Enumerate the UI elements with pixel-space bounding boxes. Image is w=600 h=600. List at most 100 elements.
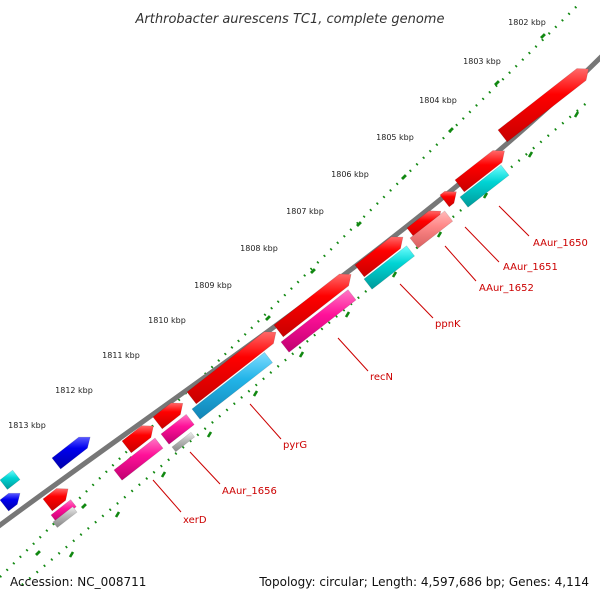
outer-minor-tick: [356, 221, 359, 225]
outer-minor-tick: [104, 470, 108, 474]
outer-minor-tick: [256, 319, 260, 323]
outer-minor-tick: [554, 25, 558, 29]
gene-feature-reverse-2: [0, 492, 21, 512]
map-title: Arthrobacter aurescens TC1, complete gen…: [135, 12, 445, 27]
outer-minor-tick: [389, 189, 392, 192]
gene-leader-line: [498, 205, 530, 237]
inner-minor-tick: [510, 165, 514, 169]
inner-minor-tick: [568, 115, 572, 119]
outer-minor-tick: [461, 117, 465, 120]
inner-tick-ring: [21, 103, 587, 586]
inner-minor-tick: [269, 371, 273, 374]
outer-minor-tick: [514, 64, 518, 68]
gene-feature-red-long: [273, 273, 352, 338]
outer-minor-tick: [45, 529, 49, 533]
inner-minor-tick: [167, 458, 171, 462]
outer-minor-tick: [243, 332, 247, 336]
gene-label: pyrG: [283, 440, 307, 451]
kbp-tick-label: 1811 kbp: [102, 351, 140, 360]
outer-minor-tick: [223, 352, 227, 356]
outer-minor-tick: [342, 234, 346, 238]
inner-minor-tick: [451, 215, 455, 219]
outer-minor-tick: [494, 84, 498, 88]
inner-minor-tick: [203, 427, 207, 431]
inner-minor-tick: [28, 576, 32, 580]
inner-minor-tick: [174, 452, 178, 456]
kbp-tick-label: 1807 kbp: [286, 207, 324, 216]
outer-minor-tick: [547, 32, 551, 35]
outer-major-tick: [494, 80, 500, 86]
gene-feature-red-left: [121, 425, 154, 454]
outer-minor-tick: [118, 457, 121, 461]
outer-minor-tick: [38, 535, 42, 539]
outer-minor-tick: [12, 561, 16, 565]
inner-minor-tick: [583, 103, 587, 106]
outer-minor-tick: [270, 306, 274, 310]
gene-leader-line: [444, 245, 477, 282]
outer-minor-tick: [0, 575, 2, 578]
gene-leader-line: [152, 479, 182, 513]
outer-minor-tick: [32, 542, 36, 546]
inner-minor-tick: [335, 314, 338, 318]
outer-minor-tick: [442, 136, 445, 140]
outer-major-tick: [310, 268, 316, 274]
outer-minor-tick: [488, 90, 492, 94]
gene-leader-line: [399, 283, 434, 319]
outer-minor-tick: [316, 261, 320, 264]
outer-minor-tick: [541, 38, 545, 42]
inner-minor-tick: [291, 352, 295, 356]
accession-text: Accession: NC_008711: [10, 575, 146, 589]
outer-minor-tick: [481, 97, 485, 101]
inner-minor-tick: [181, 445, 185, 449]
inner-minor-tick: [101, 514, 105, 518]
outer-minor-tick: [78, 496, 82, 500]
inner-major-tick: [391, 271, 398, 278]
inner-minor-tick: [189, 439, 192, 443]
category-bar-left-gray: [52, 506, 78, 528]
inner-minor-tick: [459, 209, 463, 212]
inner-minor-tick: [262, 377, 265, 381]
inner-minor-tick: [349, 302, 353, 306]
gene-leader-line: [249, 403, 282, 440]
outer-minor-tick: [415, 162, 419, 166]
inner-minor-tick: [532, 146, 536, 150]
outer-minor-tick: [574, 5, 578, 9]
inner-minor-tick: [517, 159, 521, 163]
outer-minor-tick: [217, 359, 221, 362]
outer-minor-tick: [382, 195, 386, 199]
outer-minor-tick: [428, 149, 432, 153]
outer-minor-tick: [508, 71, 511, 75]
gene-leader-line: [189, 451, 221, 485]
outer-minor-tick: [435, 143, 439, 147]
inner-major-tick: [527, 151, 534, 158]
gene-label: AAur_1656: [222, 486, 277, 497]
inner-major-tick: [436, 231, 443, 238]
inner-minor-tick: [43, 564, 46, 568]
outer-major-tick: [265, 315, 271, 321]
outer-major-tick: [356, 221, 362, 227]
outer-minor-tick: [124, 450, 128, 454]
kbp-tick-label: 1802 kbp: [508, 18, 546, 27]
inner-minor-tick: [254, 383, 258, 387]
inner-minor-tick: [415, 246, 419, 250]
inner-minor-tick: [138, 483, 141, 487]
inner-minor-tick: [21, 583, 24, 586]
outer-minor-tick: [422, 156, 426, 160]
kbp-tick-label: 1805 kbp: [376, 133, 414, 142]
outer-minor-tick: [455, 123, 459, 127]
inner-minor-tick: [123, 495, 127, 499]
inner-minor-tick: [211, 420, 214, 424]
outer-minor-tick: [5, 568, 9, 572]
gene-feature-red-small: [439, 191, 457, 208]
inner-minor-tick: [276, 364, 280, 368]
category-bar-aaur-1650: [459, 164, 510, 208]
kbp-tick-label: 1812 kbp: [55, 386, 93, 395]
inner-minor-tick: [561, 121, 565, 125]
gene-feature-red-mid: [152, 402, 184, 430]
topology-text: Topology: circular; Length: 4,597,686 bp…: [258, 575, 589, 589]
outer-minor-tick: [408, 169, 412, 173]
inner-minor-tick: [159, 464, 163, 468]
outer-minor-tick: [250, 326, 254, 330]
inner-minor-tick: [57, 551, 61, 555]
inner-minor-tick: [50, 558, 54, 561]
